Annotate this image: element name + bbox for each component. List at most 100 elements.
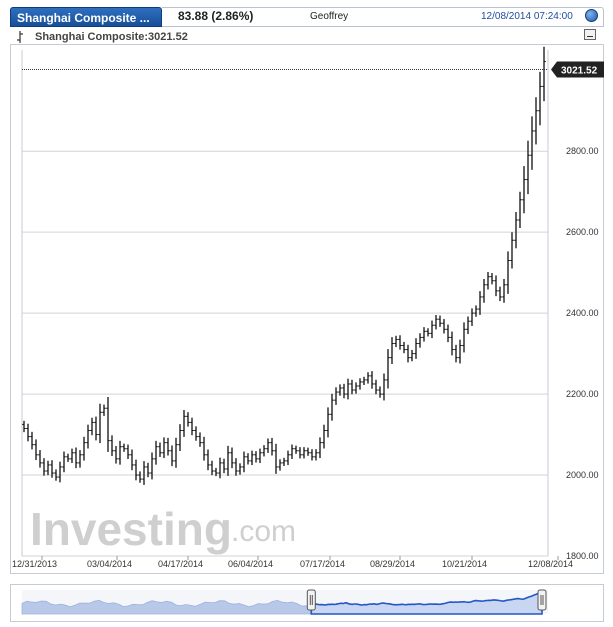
minimize-icon[interactable] [584, 29, 596, 40]
ohlc-bar [118, 440, 122, 465]
ohlc-bar [282, 457, 286, 466]
ohlc-bar [174, 437, 178, 468]
x-axis: 12/31/2013 03/04/2014 04/17/2014 06/04/2014… [12, 556, 573, 569]
ohlc-bar [198, 432, 202, 447]
ohlc-bar [494, 275, 498, 297]
ohlc-bar [154, 440, 158, 465]
ohlc-bar [346, 378, 350, 400]
grid-lines [21, 50, 549, 557]
ohlc-bar [366, 372, 370, 384]
ohlc-bar [538, 71, 542, 126]
ohlc-bar [462, 322, 466, 353]
ohlc-bar [370, 371, 374, 389]
ohlc-bar [78, 450, 82, 468]
ohlc-bar [390, 337, 394, 365]
ohlc-bar [70, 448, 74, 464]
ohlc-bar [186, 412, 190, 427]
ohlc-bar [162, 437, 166, 459]
ohlc-bar [98, 403, 102, 444]
navigator-right-handle[interactable] [537, 589, 547, 611]
ohlc-bar [402, 341, 406, 354]
x-tick-label: 12/08/2014 [528, 559, 573, 569]
ohlc-bar [74, 447, 78, 469]
ohlc-bar [326, 407, 330, 438]
ohlc-bar [294, 445, 298, 454]
ohlc-bar [310, 449, 314, 461]
navigator-left-handle[interactable] [306, 589, 316, 611]
ohlc-bar [422, 327, 426, 342]
ohlc-bar [146, 462, 150, 478]
ohlc-bar [530, 116, 534, 170]
navigator-history [21, 599, 312, 615]
last-value-marker: 3021.52 [22, 61, 604, 78]
ohlc-bar [254, 451, 258, 463]
ohlc-bar [406, 344, 410, 363]
y-tick-label: 2000.00 [566, 470, 599, 480]
ohlc-bar [114, 446, 118, 464]
ohlc-bar [158, 442, 162, 457]
price-change: 83.88 (2.86%) [178, 9, 254, 23]
ohlc-bar [218, 457, 222, 479]
ohlc-bar [286, 450, 290, 466]
ohlc-bar [190, 417, 194, 436]
ohlc-bar [526, 140, 530, 195]
ohlc-bar [90, 417, 94, 436]
ohlc-bar [130, 449, 134, 471]
ohlc-bar [142, 461, 146, 485]
ohlc-bar [374, 379, 378, 395]
ohlc-bar [434, 315, 438, 330]
instrument-tab[interactable]: Shanghai Composite ... [10, 7, 162, 27]
ohlc-bar [46, 460, 50, 476]
ohlc-bar [50, 460, 54, 478]
user-name: Geoffrey [310, 11, 349, 22]
ohlc-bar [202, 436, 206, 461]
tab-strip [162, 7, 604, 27]
ohlc-bar [110, 435, 114, 457]
ohlc-bar [430, 320, 434, 339]
ohlc-bar [182, 409, 186, 437]
ohlc-bar [214, 467, 218, 477]
ohlc-bar [150, 452, 154, 480]
ohlc-bar [234, 458, 238, 476]
ohlc-bar [278, 459, 282, 471]
ohlc-bar [22, 420, 26, 433]
x-tick-label: 06/04/2014 [228, 559, 273, 569]
y-tick-label: 2400.00 [566, 308, 599, 318]
ohlc-bar [338, 384, 342, 396]
ohlc-bar [498, 286, 502, 302]
ohlc-bar [134, 459, 138, 481]
ohlc-bar [522, 166, 526, 214]
ohlc-bar [26, 423, 30, 442]
ohlc-bar [382, 373, 386, 401]
ohlc-bar [242, 451, 246, 473]
x-tick-label: 10/21/2014 [442, 559, 487, 569]
ohlc-bar [178, 424, 182, 452]
ohlc-bar [466, 316, 470, 335]
ohlc-bar [66, 453, 70, 462]
globe-icon[interactable] [585, 9, 598, 22]
navigator-selection [310, 590, 543, 615]
ohlc-bar [318, 437, 322, 459]
series-legend-label: Shanghai Composite:3021.52 [35, 31, 188, 43]
navigator[interactable] [21, 589, 548, 615]
ohlc-bar [458, 339, 462, 364]
y-axis: 1800.00 2000.00 2200.00 2400.00 2600.00 2800.… [566, 146, 599, 561]
ohlc-bar [54, 469, 58, 481]
ohlc-bar [38, 450, 42, 468]
ohlc-bar [274, 443, 278, 474]
ohlc-bar [414, 338, 418, 359]
ohlc-bar [514, 212, 518, 249]
ohlc-bar [34, 439, 38, 461]
ohlc-bar [478, 291, 482, 315]
y-tick-label: 2600.00 [566, 227, 599, 237]
ohlc-bar [62, 451, 66, 473]
ohlc-bar [290, 444, 294, 459]
last-value-badge [551, 61, 604, 78]
ohlc-bar [126, 444, 130, 459]
ohlc-bar [138, 471, 142, 483]
ohlc-bar [446, 324, 450, 343]
ohlc-bars [22, 46, 546, 485]
ohlc-bar [506, 251, 510, 294]
last-value-label: 3021.52 [561, 66, 598, 77]
